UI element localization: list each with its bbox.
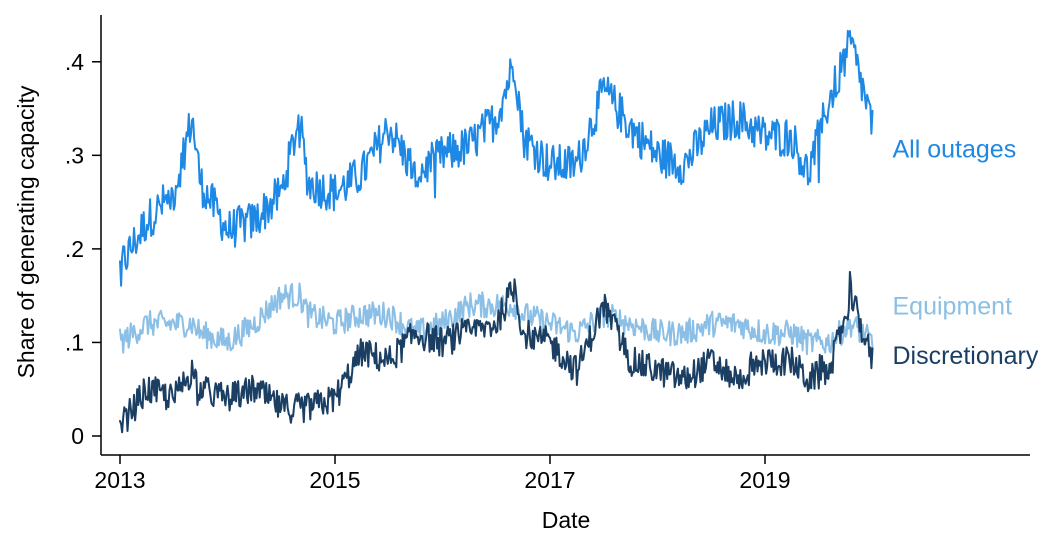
series-label: Discretionary: [893, 342, 1039, 370]
x-tick-label: 2015: [309, 467, 360, 493]
series-line-all-outages: [119, 29, 874, 287]
series-labels: All outages Equipment Discretionary: [893, 135, 1039, 370]
y-tick-label: 0: [71, 423, 84, 449]
y-tick-label: .4: [65, 49, 84, 75]
series-lines: [119, 29, 874, 434]
series-label: Equipment: [893, 292, 1013, 320]
y-axis-title: Share of generating capacity: [13, 85, 39, 378]
x-axis-title: Date: [542, 507, 591, 533]
x-tick-label: 2013: [94, 467, 145, 493]
y-tick-label: .2: [65, 236, 84, 262]
y-tick-label: .3: [65, 142, 84, 168]
x-ticks: 2013 2015 2017 2019: [94, 455, 791, 493]
series-line-discretionary: [119, 270, 874, 434]
x-axis: 2013 2015 2017 2019 Date: [94, 454, 1030, 533]
y-ticks: 0 .1 .2 .3 .4: [65, 49, 101, 449]
x-tick-label: 2019: [739, 467, 790, 493]
series-label: All outages: [893, 135, 1017, 163]
y-axis: 0 .1 .2 .3 .4 Share of generating capacity: [13, 15, 102, 455]
x-tick-label: 2017: [524, 467, 575, 493]
series-line-equipment: [119, 282, 874, 356]
y-tick-label: .1: [65, 329, 84, 355]
